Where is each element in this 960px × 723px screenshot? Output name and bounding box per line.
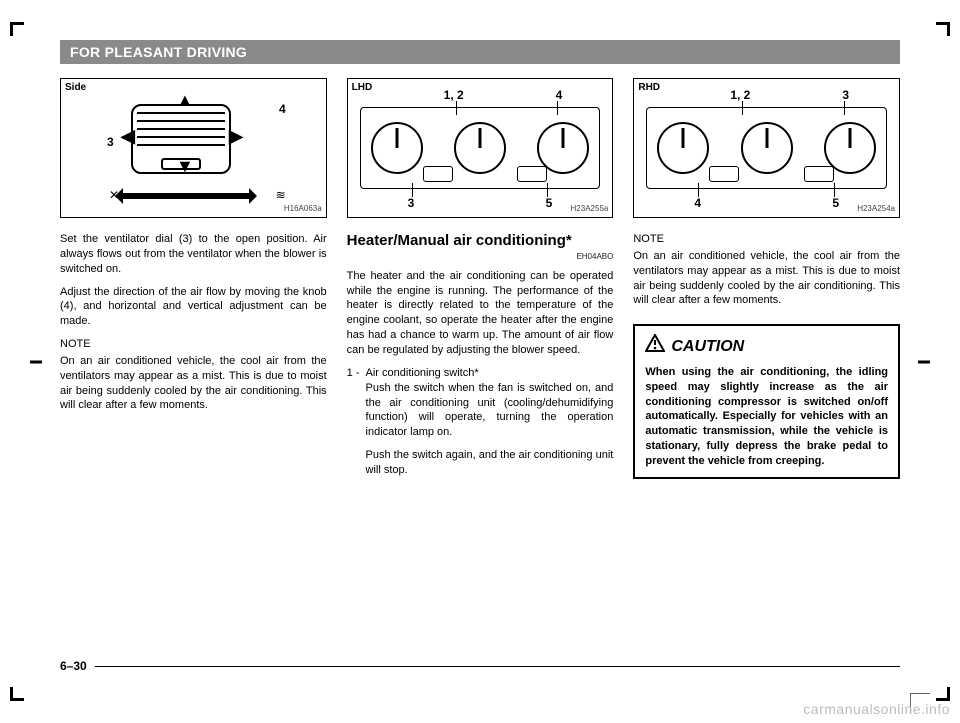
dial-icon (741, 122, 793, 174)
crop-mark (936, 687, 950, 701)
callout-bottom-left: 3 (408, 195, 415, 211)
vent-slats (137, 112, 225, 152)
note-text: On an air conditioned vehicle, the cool … (633, 249, 900, 308)
caution-title: CAUTION (645, 334, 888, 359)
note-heading: NOTE (633, 232, 900, 247)
crop-mark (10, 687, 24, 701)
trim-mark (918, 360, 930, 363)
watermark: carmanualsonline.info (803, 701, 950, 717)
list-body: Air conditioning switch* Push the switch… (366, 366, 614, 486)
leader-line (547, 183, 548, 197)
crop-mark (936, 22, 950, 36)
section-header: FOR PLEASANT DRIVING (60, 40, 900, 64)
leader-line (456, 101, 457, 115)
control-panel-drawing (360, 107, 601, 189)
leader-line (844, 101, 845, 115)
list-item: 1 - Air conditioning switch* Push the sw… (347, 366, 614, 486)
figure-ref: H23A254a (857, 204, 895, 215)
callout-4: 4 (279, 101, 286, 117)
body-text: Adjust the direction of the air flow by … (60, 285, 327, 330)
caution-text: When using the air conditioning, the idl… (645, 365, 888, 469)
button-icon (517, 166, 547, 182)
caution-box: CAUTION When using the air conditioning,… (633, 324, 900, 479)
dial-icon (657, 122, 709, 174)
figure-ref: H16A063a (284, 204, 322, 215)
leader-line (557, 101, 558, 115)
leader-line (834, 183, 835, 197)
leader-line (742, 101, 743, 115)
callout-top-left: 1, 2 (444, 87, 464, 103)
body-text: Set the ventilator dial (3) to the open … (60, 232, 327, 277)
callout-bottom-right: 5 (546, 195, 553, 211)
footer-rule (95, 666, 900, 667)
figure-rhd-panel: RHD 1, 2 3 4 5 H23A254a (633, 78, 900, 218)
page-content: FOR PLEASANT DRIVING Side ▲ ▼ ◀ ▶ 3 4 ✕ … (60, 40, 900, 680)
page-number: 6–30 (60, 659, 87, 673)
control-panel-drawing (646, 107, 887, 189)
list-number: 1 - (347, 366, 360, 486)
arrow-up-icon: ▲ (176, 91, 194, 109)
arrow-left-icon: ◀ (121, 127, 135, 145)
arrow-down-icon: ▼ (176, 157, 194, 175)
content-columns: Side ▲ ▼ ◀ ▶ 3 4 ✕ ≋ H16A063a Set the ve… (60, 78, 900, 490)
horizontal-arrow (121, 193, 251, 199)
button-icon (423, 166, 453, 182)
callout-bottom-left: 4 (694, 195, 701, 211)
page-footer: 6–30 (60, 659, 900, 673)
section-title: Heater/Manual air conditioning* (347, 232, 614, 250)
list-label: Air conditioning switch* (366, 366, 614, 381)
column-left: Side ▲ ▼ ◀ ▶ 3 4 ✕ ≋ H16A063a Set the ve… (60, 78, 327, 490)
crop-mark (10, 22, 24, 36)
leader-line (412, 183, 413, 197)
callout-3: 3 (107, 134, 114, 150)
figure-label: LHD (352, 81, 373, 95)
list-text: Push the switch again, and the air condi… (366, 448, 614, 478)
column-middle: LHD 1, 2 4 3 5 H23A255a Heater/Manual (347, 78, 614, 490)
note-text: On an air conditioned vehicle, the cool … (60, 354, 327, 413)
button-icon (709, 166, 739, 182)
leader-line (698, 183, 699, 197)
list-text: Push the switch when the fan is switched… (366, 381, 614, 440)
figure-side-vent: Side ▲ ▼ ◀ ▶ 3 4 ✕ ≋ H16A063a (60, 78, 327, 218)
note-heading: NOTE (60, 337, 327, 352)
reference-code: EH04ABO (347, 252, 614, 263)
figure-label: Side (65, 81, 86, 95)
close-symbol-icon: ✕ (109, 187, 119, 203)
trim-mark (30, 360, 42, 363)
column-right: RHD 1, 2 3 4 5 H23A254a NOTE On (633, 78, 900, 490)
body-text: The heater and the air conditioning can … (347, 269, 614, 358)
caution-label: CAUTION (671, 336, 744, 358)
callout-top-left: 1, 2 (730, 87, 750, 103)
open-symbol-icon: ≋ (276, 187, 286, 203)
callout-bottom-right: 5 (832, 195, 839, 211)
dial-icon (454, 122, 506, 174)
figure-lhd-panel: LHD 1, 2 4 3 5 H23A255a (347, 78, 614, 218)
figure-label: RHD (638, 81, 660, 95)
dial-icon (371, 122, 423, 174)
button-icon (804, 166, 834, 182)
figure-ref: H23A255a (571, 204, 609, 215)
arrow-right-icon: ▶ (229, 127, 243, 145)
warning-triangle-icon (645, 334, 665, 359)
